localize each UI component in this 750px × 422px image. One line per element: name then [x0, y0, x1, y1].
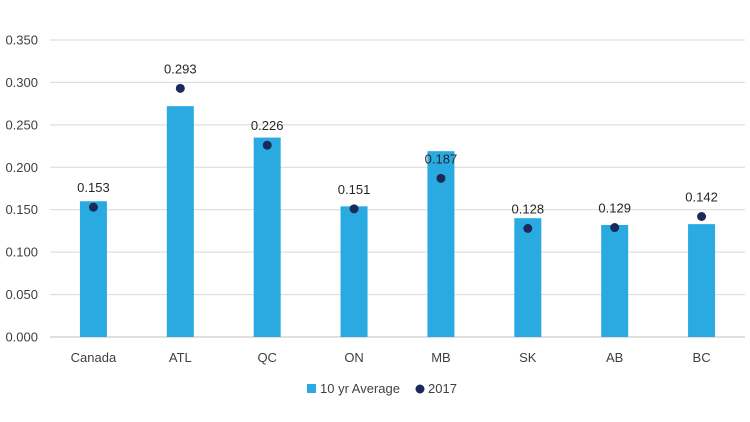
marker-point — [523, 223, 533, 233]
marker-point — [349, 204, 359, 214]
bar — [253, 137, 281, 337]
x-tick-label: QC — [257, 350, 277, 365]
data-label: 0.129 — [598, 201, 631, 216]
marker-point — [697, 212, 707, 222]
y-tick-label: 0.000 — [5, 330, 38, 345]
data-label: 0.187 — [425, 151, 458, 166]
bar — [601, 224, 629, 337]
y-tick-label: 0.300 — [5, 75, 38, 90]
marker-point — [262, 140, 272, 150]
gridlines — [50, 39, 745, 338]
bar — [166, 106, 194, 337]
y-tick-label: 0.250 — [5, 117, 38, 132]
x-tick-label: Canada — [71, 350, 117, 365]
data-labels: 0.153 0.293 0.226 0.151 0.187 0.128 0.129 0.142 — [77, 61, 718, 216]
legend-label-bar: 10 yr Average — [320, 381, 400, 396]
legend: 10 yr Average 2017 — [307, 381, 457, 396]
marker-point — [610, 223, 620, 233]
y-tick-label: 0.050 — [5, 287, 38, 302]
bar — [79, 201, 107, 337]
data-label: 0.128 — [512, 201, 545, 216]
data-label: 0.142 — [685, 190, 718, 205]
marker-point — [175, 83, 185, 93]
x-tick-label: SK — [519, 350, 537, 365]
data-label: 0.153 — [77, 180, 110, 195]
x-tick-label: ATL — [169, 350, 192, 365]
marker-series — [88, 83, 707, 233]
x-tick-label: BC — [693, 350, 711, 365]
y-axis-ticks: 0.000 0.050 0.100 0.150 0.200 0.250 0.300 0.350 — [5, 33, 38, 345]
legend-swatch-marker — [415, 384, 425, 394]
marker-point — [88, 202, 98, 212]
legend-label-marker: 2017 — [428, 381, 457, 396]
bar — [514, 218, 542, 337]
y-tick-label: 0.350 — [5, 33, 38, 48]
data-label: 0.226 — [251, 118, 284, 133]
x-axis-ticks: Canada ATL QC ON MB SK AB BC — [71, 350, 711, 365]
x-tick-label: ON — [344, 350, 364, 365]
data-label: 0.293 — [164, 61, 197, 76]
marker-point — [436, 173, 446, 183]
x-tick-label: AB — [606, 350, 623, 365]
y-tick-label: 0.150 — [5, 202, 38, 217]
legend-swatch-bar — [307, 384, 316, 393]
bar — [340, 206, 368, 337]
bar-series — [79, 106, 716, 337]
y-tick-label: 0.200 — [5, 160, 38, 175]
y-tick-label: 0.100 — [5, 245, 38, 260]
data-label: 0.151 — [338, 182, 371, 197]
x-tick-label: MB — [431, 350, 451, 365]
bar — [688, 224, 716, 337]
